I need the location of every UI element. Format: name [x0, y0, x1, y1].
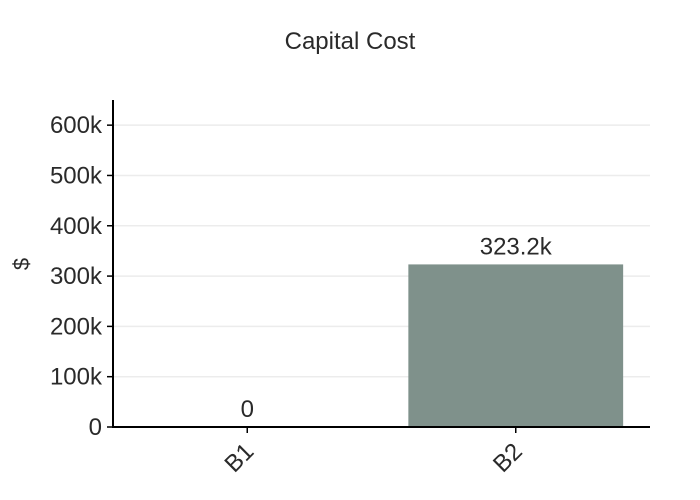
y-tick-label: 300k	[50, 263, 103, 290]
y-tick-label: 500k	[50, 162, 103, 189]
x-axis-ticks: B1 B2	[220, 427, 528, 478]
data-label-b1: 0	[241, 396, 254, 423]
y-tick-label: 100k	[50, 364, 103, 391]
x-tick-label-b2: B2	[488, 438, 528, 478]
y-tick-label: 200k	[50, 313, 103, 340]
data-label-b2: 323.2k	[480, 233, 553, 260]
y-tick-label: 600k	[50, 112, 103, 139]
bars	[408, 264, 624, 427]
y-tick-label: 0	[89, 414, 102, 441]
y-axis-label: $	[9, 258, 34, 270]
bar-b2	[408, 264, 624, 427]
chart-title: Capital Cost	[285, 28, 416, 55]
y-tick-label: 400k	[50, 213, 103, 240]
y-axis-ticks: 0 100k 200k 300k 400k 500k 600k	[50, 112, 113, 441]
x-tick-label-b1: B1	[220, 438, 260, 478]
data-labels: 0 323.2k	[241, 233, 553, 423]
